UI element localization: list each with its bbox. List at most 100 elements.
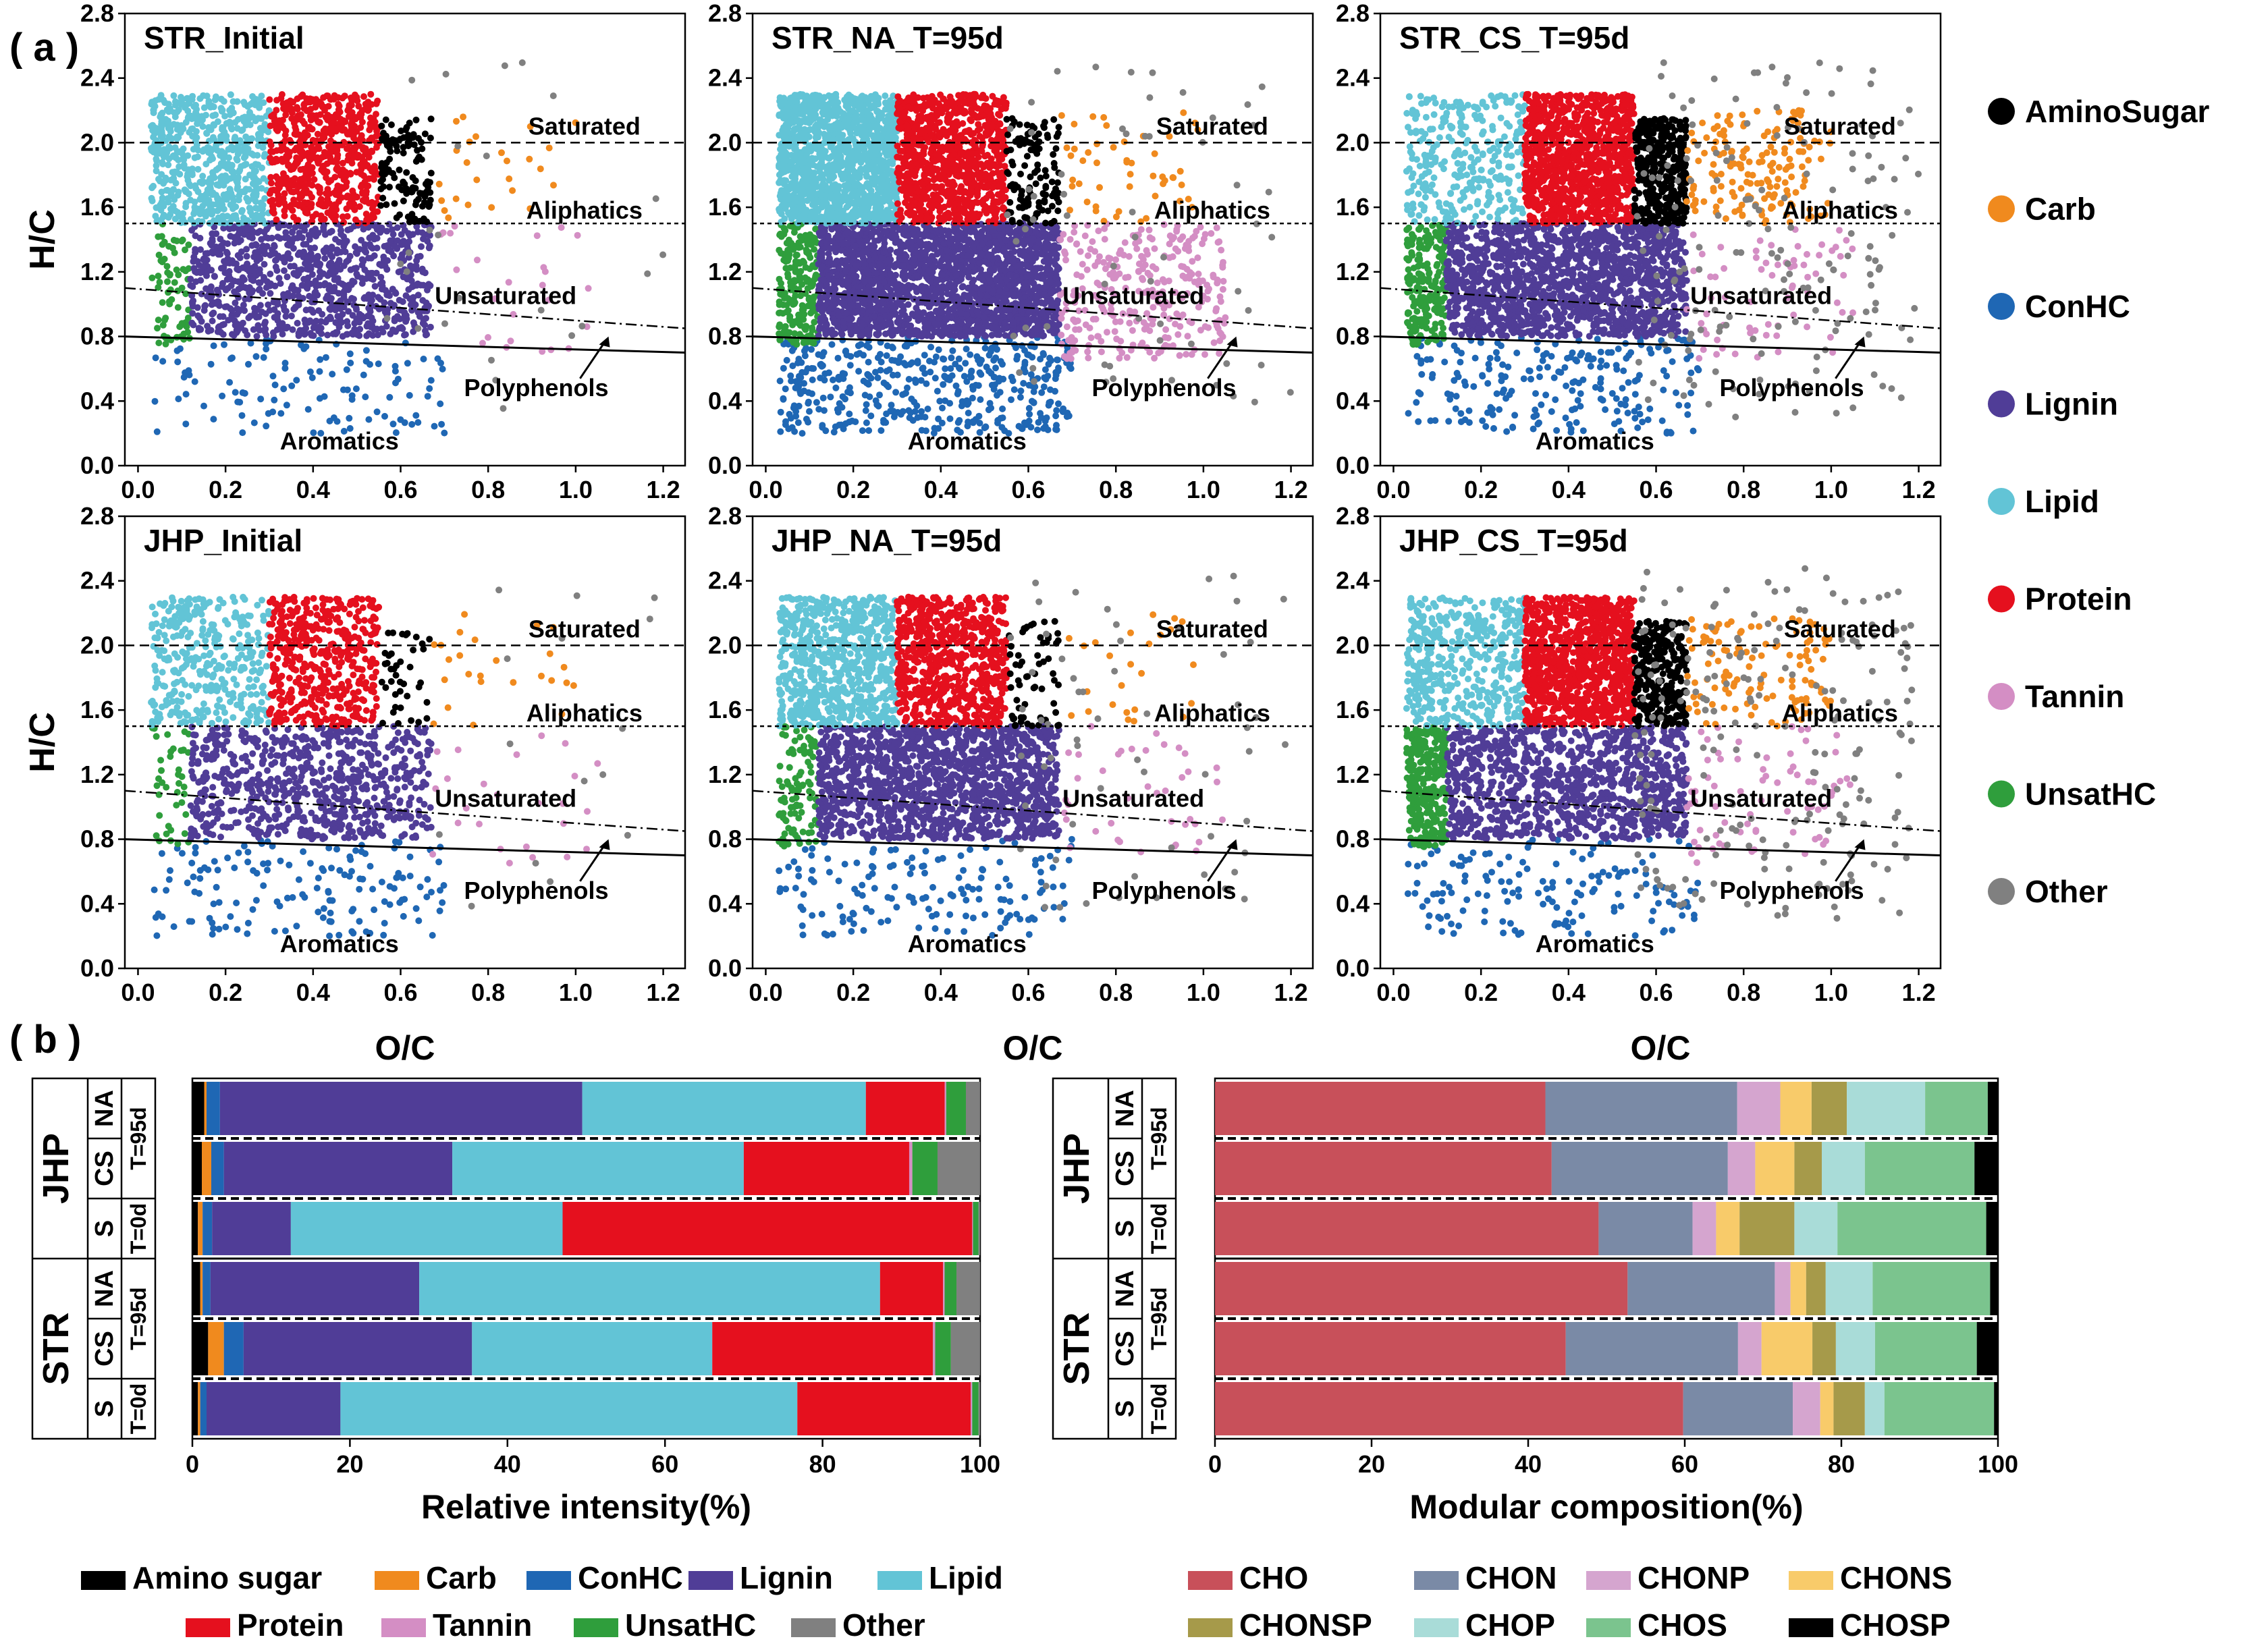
- data-point: [234, 398, 242, 406]
- data-point: [1008, 396, 1015, 404]
- data-point: [306, 124, 313, 132]
- data-point: [224, 240, 232, 248]
- data-point: [182, 104, 189, 111]
- data-point: [369, 269, 376, 277]
- data-point: [328, 143, 335, 150]
- data-point: [1052, 371, 1060, 379]
- data-point: [180, 154, 187, 161]
- data-point: [501, 62, 508, 70]
- data-point: [254, 177, 261, 184]
- data-point: [904, 328, 911, 335]
- data-point: [228, 162, 236, 169]
- data-point: [287, 263, 294, 270]
- data-point: [283, 273, 291, 281]
- data-point: [261, 321, 268, 328]
- data-point: [935, 346, 942, 354]
- data-point: [305, 163, 313, 171]
- data-point: [213, 181, 221, 188]
- data-point: [281, 190, 288, 197]
- data-point: [846, 362, 854, 369]
- data-point: [159, 159, 166, 166]
- data-point: [373, 235, 381, 242]
- data-point: [782, 329, 790, 336]
- data-point: [244, 225, 251, 233]
- data-point: [266, 96, 273, 103]
- data-point: [346, 130, 354, 138]
- data-point: [178, 284, 186, 292]
- data-point: [365, 200, 373, 206]
- data-point: [366, 234, 373, 242]
- data-point: [182, 200, 190, 207]
- data-point: [322, 113, 329, 121]
- data-point: [906, 414, 913, 421]
- data-point: [278, 140, 286, 148]
- data-point: [963, 378, 971, 385]
- data-point: [931, 375, 939, 382]
- data-point: [427, 231, 433, 239]
- data-point: [958, 402, 965, 410]
- data-point: [156, 279, 163, 286]
- data-point: [164, 278, 171, 285]
- data-point: [246, 204, 253, 212]
- data-point: [212, 300, 219, 307]
- data-point: [269, 205, 277, 213]
- data-point: [194, 165, 202, 173]
- region-label-polyphenols: Polyphenols: [464, 374, 609, 402]
- data-point: [175, 188, 182, 196]
- data-point: [424, 393, 431, 400]
- data-point: [410, 263, 417, 271]
- data-point: [392, 290, 400, 297]
- data-point: [946, 415, 954, 422]
- data-point: [394, 237, 401, 244]
- data-point: [857, 283, 864, 291]
- data-point: [278, 91, 286, 98]
- data-point: [360, 371, 367, 379]
- data-point: [275, 224, 282, 231]
- data-point: [880, 379, 888, 387]
- data-point: [545, 144, 553, 152]
- data-point: [383, 266, 391, 273]
- data-point: [435, 180, 443, 188]
- data-point: [331, 276, 338, 283]
- data-point: [228, 105, 236, 112]
- data-point: [463, 159, 470, 166]
- point-cloud: [147, 59, 667, 437]
- data-point: [414, 419, 422, 426]
- data-point: [792, 408, 800, 415]
- data-point: [349, 277, 356, 285]
- data-point: [441, 429, 448, 437]
- data-point: [361, 266, 369, 273]
- data-point: [220, 264, 227, 271]
- data-point: [387, 237, 394, 244]
- data-point: [394, 224, 401, 231]
- data-point: [235, 278, 242, 285]
- data-point: [248, 212, 256, 219]
- data-point: [396, 136, 404, 143]
- data-point: [435, 231, 442, 239]
- data-point: [401, 419, 408, 426]
- data-point: [348, 121, 355, 128]
- data-point: [311, 289, 319, 296]
- data-point: [184, 170, 192, 177]
- data-point: [796, 331, 803, 338]
- data-point: [782, 265, 790, 272]
- data-point: [848, 331, 855, 338]
- data-point: [418, 243, 425, 250]
- data-point: [204, 323, 211, 330]
- data-point: [311, 99, 319, 106]
- data-point: [798, 359, 805, 366]
- data-point: [233, 155, 240, 163]
- data-point: [157, 113, 164, 121]
- data-point: [585, 285, 592, 292]
- data-point: [308, 298, 315, 306]
- data-point: [301, 227, 308, 234]
- data-point: [261, 153, 268, 160]
- data-point: [207, 240, 214, 247]
- data-point: [453, 117, 460, 125]
- data-point: [263, 284, 270, 292]
- data-point: [776, 377, 784, 385]
- data-point: [932, 353, 940, 360]
- data-point: [202, 161, 210, 168]
- data-point: [184, 314, 192, 322]
